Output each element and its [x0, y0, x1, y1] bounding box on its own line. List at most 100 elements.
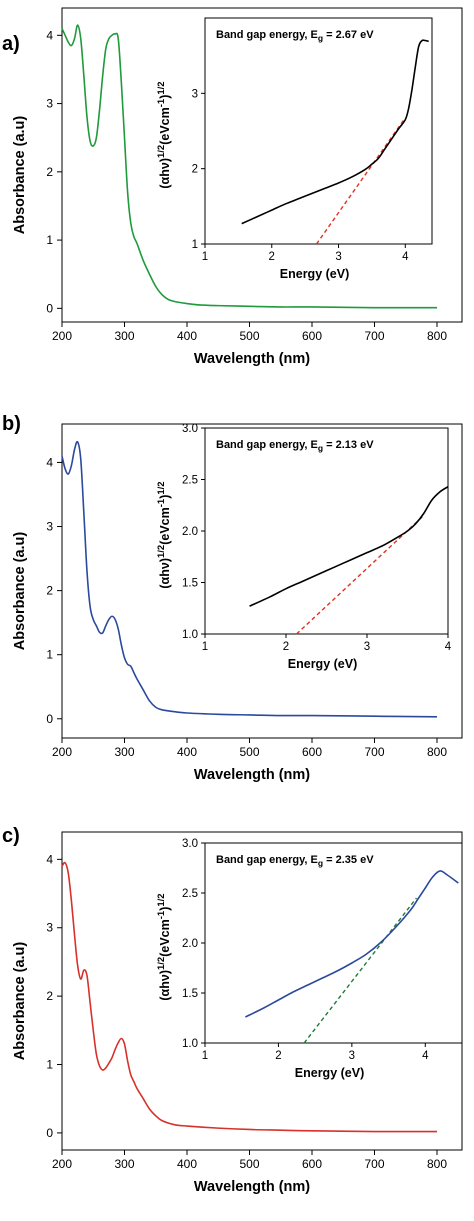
- x-tick-label: 700: [364, 745, 384, 759]
- inset-x-tick-label: 1: [202, 251, 208, 263]
- panel-label: b): [2, 413, 21, 435]
- inset-y-tick-label: 1.5: [182, 988, 198, 1000]
- inset-y-tick-label: 2.0: [182, 938, 198, 950]
- panel-label: c): [2, 825, 20, 847]
- x-axis-label: Wavelength (nm): [194, 767, 310, 783]
- tauc-fit-line: [296, 515, 425, 635]
- inset-y-label-superscript: -1: [156, 910, 167, 919]
- x-tick-label: 200: [52, 1157, 72, 1171]
- x-tick-label: 800: [427, 329, 447, 343]
- x-tick-label: 700: [364, 329, 384, 343]
- inset-y-label-superscript: 1/2: [156, 545, 167, 558]
- band-gap-annotation-text: Band gap energy, E: [216, 29, 318, 41]
- x-tick-label: 800: [427, 745, 447, 759]
- inset-y-tick-label: 2.5: [182, 888, 198, 900]
- inset-x-tick-label: 3: [364, 641, 370, 653]
- absorbance-line: [61, 861, 438, 1133]
- y-tick-label: 0: [46, 1126, 53, 1140]
- inset-x-tick-label: 3: [349, 1050, 355, 1062]
- band-gap-annotation-subscript: g: [318, 443, 323, 453]
- inset-x-tick-label: 1: [202, 641, 208, 653]
- band-gap-annotation: Band gap energy, Eg = 2.67 eV: [216, 29, 374, 43]
- y-tick-label: 0: [46, 712, 53, 726]
- y-tick-label: 3: [46, 97, 53, 111]
- tauc-fit-line: [303, 897, 418, 1044]
- inset-x-tick-label: 2: [269, 251, 275, 263]
- inset-y-axis-label: (αhν)1/2(eVcm-1)1/2: [156, 481, 172, 588]
- inset-y-tick-label: 1.5: [182, 578, 198, 590]
- x-tick-label: 800: [427, 1157, 447, 1171]
- inset-y-label-part: (eVcm: [158, 507, 172, 545]
- inset-x-tick-label: 1: [202, 1050, 208, 1062]
- y-tick-label: 0: [46, 301, 53, 315]
- inset-y-axis-label: (αhν)1/2(eVcm-1)1/2: [156, 81, 172, 188]
- band-gap-annotation-subscript: g: [318, 33, 323, 43]
- panel-label: a): [2, 33, 20, 55]
- band-gap-annotation-text: Band gap energy, E: [216, 854, 318, 866]
- inset-x-tick-label: 3: [335, 251, 341, 263]
- band-gap-annotation-text: Band gap energy, E: [216, 439, 318, 451]
- tauc-curve: [245, 870, 459, 1018]
- y-tick-label: 1: [46, 233, 53, 247]
- band-gap-annotation: Band gap energy, Eg = 2.35 eV: [216, 854, 374, 868]
- x-tick-label: 300: [114, 1157, 134, 1171]
- inset-y-tick-label: 2: [192, 164, 198, 176]
- panel-b: b) 200 300 400 500 600 700 800 0 1 2 3 4 Wavelength (…: [2, 413, 463, 783]
- inset-y-label-superscript: 1/2: [156, 893, 167, 906]
- x-axis-label: Wavelength (nm): [194, 351, 310, 367]
- inset-y-tick-label: 1: [192, 239, 198, 251]
- inset-y-tick-label: 1.0: [182, 1038, 198, 1050]
- y-tick-label: 4: [46, 28, 53, 42]
- x-tick-label: 400: [177, 329, 197, 343]
- inset-y-label-part: (eVcm: [158, 919, 172, 957]
- main-axes-frame: [61, 423, 463, 739]
- inset-y-tick-label: 3.0: [182, 838, 198, 850]
- inset-x-tick-label: 4: [422, 1050, 429, 1062]
- inset-y-label-superscript: 1/2: [156, 81, 167, 94]
- inset-y-tick-label: 3.0: [182, 423, 198, 435]
- x-tick-label: 200: [52, 745, 72, 759]
- band-gap-annotation-value: = 2.67 eV: [323, 29, 374, 41]
- inset-y-label-part: (αhν): [158, 558, 172, 589]
- inset-x-axis-label: Energy (eV): [295, 1066, 364, 1080]
- band-gap-annotation-value: = 2.35 eV: [323, 854, 374, 866]
- inset-x-tick-label: 4: [445, 641, 452, 653]
- main-axes-frame: [61, 7, 463, 323]
- inset-y-tick-label: 2.5: [182, 475, 198, 487]
- y-tick-label: 1: [46, 648, 53, 662]
- x-tick-label: 500: [239, 745, 259, 759]
- inset-y-label-part: ): [158, 95, 172, 99]
- y-axis-label: Absorbance (a.u): [12, 116, 28, 235]
- inset-y-label-superscript: 1/2: [156, 145, 167, 158]
- x-tick-label: 200: [52, 329, 72, 343]
- inset-y-label-superscript: 1/2: [156, 957, 167, 970]
- band-gap-annotation-subscript: g: [318, 858, 323, 868]
- inset-x-tick-label: 2: [283, 641, 289, 653]
- tauc-fit-line: [315, 119, 405, 245]
- inset-y-label-part: (eVcm: [158, 107, 172, 145]
- band-gap-annotation-value: = 2.13 eV: [323, 439, 374, 451]
- y-axis-label: Absorbance (a.u): [12, 942, 28, 1061]
- x-tick-label: 600: [302, 1157, 322, 1171]
- y-tick-label: 4: [46, 455, 53, 469]
- x-tick-label: 400: [177, 1157, 197, 1171]
- x-tick-label: 600: [302, 745, 322, 759]
- x-tick-label: 500: [239, 329, 259, 343]
- y-tick-label: 4: [46, 852, 53, 866]
- inset-y-label-superscript: -1: [156, 98, 167, 107]
- band-gap-annotation: Band gap energy, Eg = 2.13 eV: [216, 439, 374, 453]
- inset-y-label-part: ): [158, 907, 172, 911]
- y-tick-label: 2: [46, 584, 53, 598]
- y-tick-label: 2: [46, 989, 53, 1003]
- panel-c: c) 200 300 400 500 600 700 800 0 1 2 3 4 Wavelength (…: [2, 825, 463, 1195]
- inset-y-tick-label: 1.0: [182, 629, 198, 641]
- x-tick-label: 600: [302, 329, 322, 343]
- panel-a: a) 200 300 400 500 600 700 800 0 1 2 3 4 Wavelength (…: [2, 7, 463, 367]
- inset-axes-frame: [204, 427, 449, 635]
- inset-y-tick-label: 3: [192, 88, 198, 100]
- inset-y-label-superscript: -1: [156, 498, 167, 507]
